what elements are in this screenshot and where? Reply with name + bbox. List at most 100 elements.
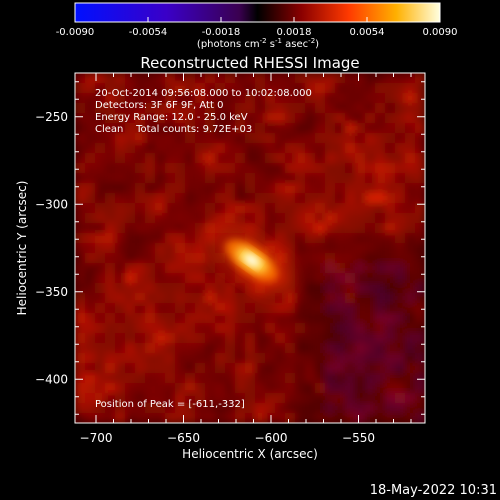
heatmap-cell bbox=[255, 403, 265, 413]
heatmap-cell bbox=[415, 203, 425, 213]
heatmap-cell bbox=[335, 343, 345, 353]
heatmap-cell bbox=[175, 233, 185, 243]
heatmap-cell bbox=[205, 343, 215, 353]
heatmap-cell bbox=[135, 263, 145, 273]
heatmap-cell bbox=[275, 73, 285, 83]
heatmap-cell bbox=[205, 253, 215, 263]
heatmap-cell bbox=[405, 83, 415, 93]
heatmap-cell bbox=[265, 163, 275, 173]
heatmap-cell bbox=[365, 313, 375, 323]
heatmap-cell bbox=[395, 313, 405, 323]
heatmap-cell bbox=[205, 283, 215, 293]
heatmap-cell bbox=[415, 83, 425, 93]
heatmap-cell bbox=[285, 403, 295, 413]
heatmap-cell bbox=[125, 323, 135, 333]
heatmap-cell bbox=[255, 143, 265, 153]
heatmap-cell bbox=[415, 353, 425, 363]
heatmap-cell bbox=[345, 273, 355, 283]
heatmap-cell bbox=[285, 353, 295, 363]
heatmap-cell bbox=[325, 243, 335, 253]
heatmap-cell bbox=[395, 243, 405, 253]
heatmap-cell bbox=[215, 213, 225, 223]
heatmap-cell bbox=[235, 313, 245, 323]
heatmap-cell bbox=[395, 373, 405, 383]
heatmap-cell bbox=[265, 303, 275, 313]
heatmap-cell bbox=[85, 403, 95, 413]
heatmap-cell bbox=[415, 323, 425, 333]
heatmap-cell bbox=[195, 353, 205, 363]
heatmap-cell bbox=[265, 83, 275, 93]
heatmap-cell bbox=[415, 153, 425, 163]
heatmap-cell bbox=[255, 213, 265, 223]
heatmap-cell bbox=[375, 123, 385, 133]
heatmap-cell bbox=[345, 203, 355, 213]
heatmap-cell bbox=[95, 243, 105, 253]
heatmap-cell bbox=[175, 193, 185, 203]
heatmap-cell bbox=[175, 403, 185, 413]
heatmap-cell bbox=[285, 233, 295, 243]
heatmap-cell bbox=[375, 133, 385, 143]
heatmap-cell bbox=[325, 233, 335, 243]
heatmap-cell bbox=[165, 353, 175, 363]
heatmap-cell bbox=[185, 393, 195, 403]
heatmap-cell bbox=[395, 163, 405, 173]
heatmap-cell bbox=[155, 163, 165, 173]
heatmap-cell bbox=[335, 293, 345, 303]
heatmap-cell bbox=[215, 183, 225, 193]
heatmap-cell bbox=[315, 183, 325, 193]
heatmap-cell bbox=[415, 103, 425, 113]
heatmap-cell bbox=[275, 403, 285, 413]
heatmap-cell bbox=[405, 403, 415, 413]
heatmap-cell bbox=[275, 293, 285, 303]
heatmap-cell bbox=[395, 343, 405, 353]
heatmap-cell bbox=[105, 93, 115, 103]
heatmap-cell bbox=[345, 213, 355, 223]
heatmap-cell bbox=[95, 233, 105, 243]
heatmap-cell bbox=[305, 263, 315, 273]
heatmap-cell bbox=[385, 373, 395, 383]
heatmap-cell bbox=[335, 413, 345, 423]
heatmap-cell bbox=[75, 173, 85, 183]
heatmap-cell bbox=[205, 153, 215, 163]
heatmap-cell bbox=[335, 173, 345, 183]
heatmap-cell bbox=[325, 333, 335, 343]
heatmap-cell bbox=[115, 163, 125, 173]
colorbar-tick-label: 0.0054 bbox=[350, 27, 385, 38]
heatmap-cell bbox=[345, 173, 355, 183]
heatmap-cell bbox=[255, 413, 265, 423]
heatmap-cell bbox=[145, 363, 155, 373]
heatmap-cell bbox=[315, 113, 325, 123]
heatmap-cell bbox=[275, 363, 285, 373]
heatmap-cell bbox=[145, 193, 155, 203]
heatmap-cell bbox=[145, 123, 155, 133]
heatmap-cell bbox=[185, 343, 195, 353]
colorbar-tick-label: 0.0018 bbox=[277, 27, 312, 38]
heatmap-cell bbox=[345, 403, 355, 413]
heatmap-cell bbox=[225, 273, 235, 283]
heatmap-cell bbox=[265, 393, 275, 403]
heatmap-cell bbox=[385, 333, 395, 343]
heatmap-cell bbox=[275, 243, 285, 253]
heatmap-cell bbox=[245, 313, 255, 323]
heatmap-cell bbox=[325, 353, 335, 363]
heatmap-cell bbox=[285, 383, 295, 393]
heatmap-cell bbox=[335, 403, 345, 413]
heatmap-cell bbox=[275, 83, 285, 93]
heatmap-cell bbox=[295, 143, 305, 153]
heatmap-cell bbox=[395, 213, 405, 223]
heatmap-cell bbox=[185, 173, 195, 183]
heatmap-cell bbox=[335, 93, 345, 103]
heatmap-cell bbox=[235, 403, 245, 413]
x-tick-label: −650 bbox=[167, 431, 200, 445]
heatmap-cell bbox=[375, 343, 385, 353]
heatmap-cell bbox=[145, 353, 155, 363]
heatmap-cell bbox=[385, 233, 395, 243]
heatmap-cell bbox=[125, 313, 135, 323]
heatmap-cell bbox=[415, 393, 425, 403]
heatmap-cell bbox=[175, 313, 185, 323]
x-axis-label: Heliocentric X (arcsec) bbox=[182, 447, 318, 461]
heatmap-cell bbox=[115, 213, 125, 223]
heatmap-cell bbox=[175, 333, 185, 343]
heatmap-cell bbox=[245, 213, 255, 223]
heatmap-cell bbox=[215, 103, 225, 113]
